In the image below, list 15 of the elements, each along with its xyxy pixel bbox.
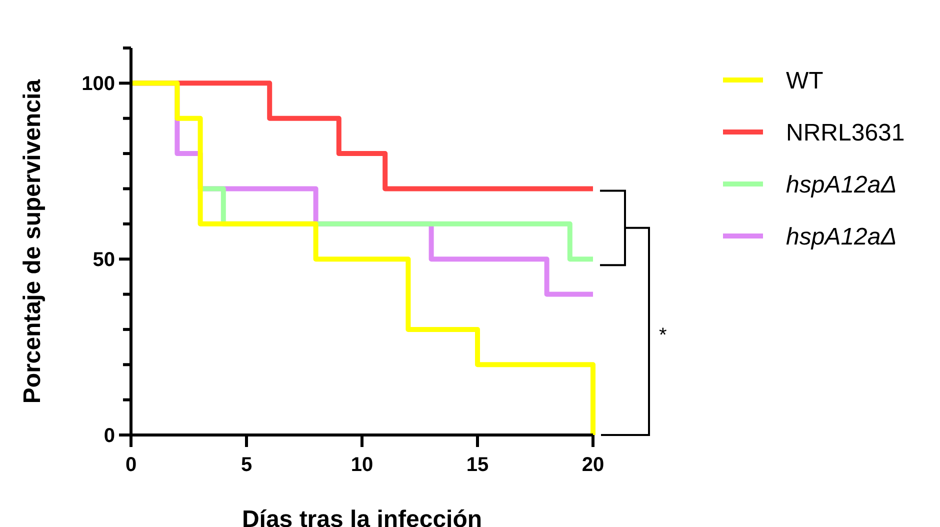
y-tick-label: 100 — [82, 73, 115, 96]
x-tick-label: 0 — [125, 454, 137, 476]
x-tick-label: 20 — [582, 454, 604, 476]
y-axis-title: Porcentaje de supervivencia — [19, 78, 46, 404]
legend-label: hspA12aΔ — [786, 223, 897, 250]
x-tick-label: 15 — [466, 454, 489, 476]
legend-label: hspA12aΔ — [786, 171, 897, 198]
y-tick-label: 50 — [92, 249, 115, 272]
x-axis-title: Días tras la infección — [242, 506, 482, 527]
legend-label: WT — [786, 67, 824, 94]
legend-label: NRRL3631 — [786, 119, 905, 146]
y-tick-label: 0 — [104, 425, 115, 447]
x-tick-label: 10 — [350, 454, 374, 476]
x-tick-label: 5 — [240, 454, 252, 476]
text: * — [659, 324, 667, 346]
